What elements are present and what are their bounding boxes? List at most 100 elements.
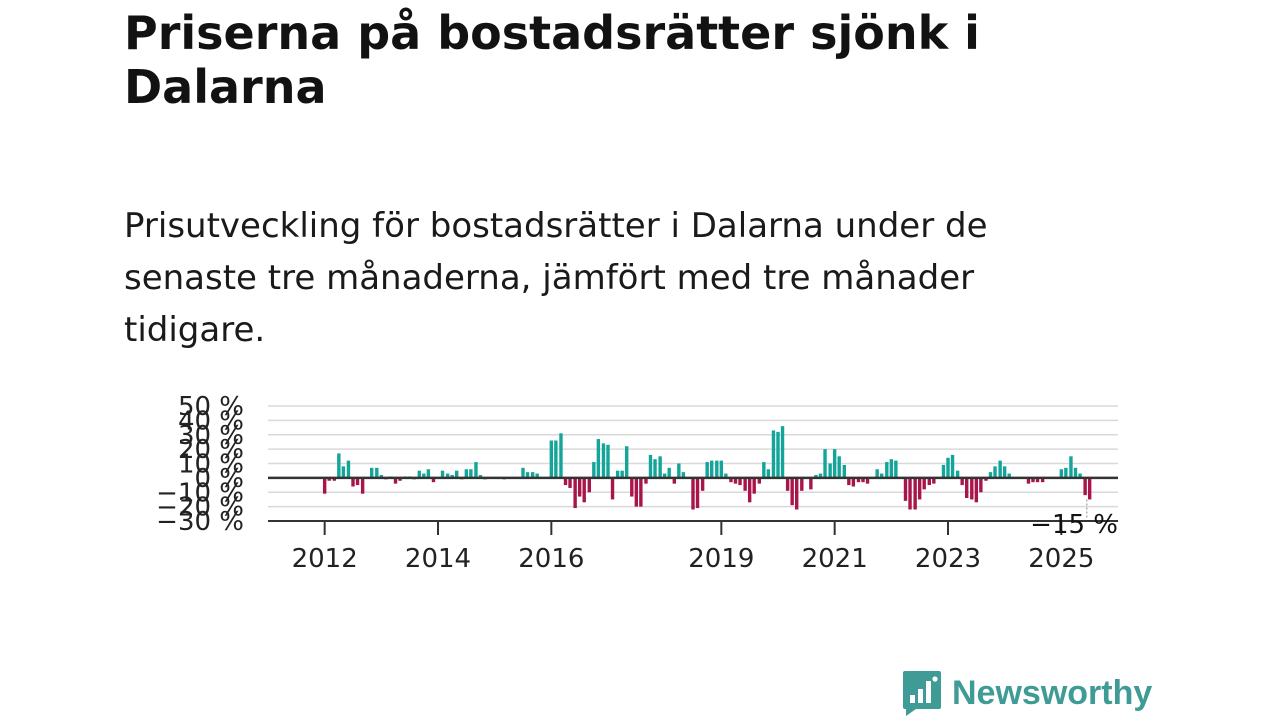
bar bbox=[747, 477, 752, 503]
bar bbox=[620, 470, 624, 478]
bar bbox=[568, 477, 572, 488]
bar bbox=[823, 449, 827, 478]
bar bbox=[341, 466, 346, 478]
bar bbox=[733, 477, 738, 484]
bar bbox=[1083, 477, 1087, 496]
bar bbox=[431, 477, 436, 483]
x-tick-label: 2021 bbox=[802, 544, 868, 574]
bar bbox=[766, 469, 771, 478]
labels-layer: 50 %40 %30 %20 %10 %0 %−10 %−20 %−30 % 20… bbox=[156, 392, 1118, 574]
bar bbox=[889, 459, 894, 478]
bar bbox=[885, 462, 889, 478]
y-tick-label: −20 % bbox=[156, 493, 244, 523]
bar bbox=[563, 477, 568, 486]
bar bbox=[577, 477, 582, 497]
latest-value-label: −15 % bbox=[1030, 510, 1118, 540]
chart-subtitle: Prisutveckling för bostadsrätter i Dalar… bbox=[124, 206, 988, 350]
bar bbox=[695, 477, 700, 509]
bar bbox=[894, 460, 898, 478]
bar bbox=[719, 460, 724, 478]
bar bbox=[445, 473, 450, 478]
bar bbox=[880, 473, 884, 478]
bar bbox=[375, 467, 379, 478]
bar bbox=[913, 477, 917, 510]
bar bbox=[677, 463, 681, 478]
y-tick-label: 20 % bbox=[178, 435, 244, 465]
bar bbox=[672, 477, 676, 484]
bar bbox=[610, 477, 615, 500]
bar bbox=[327, 477, 331, 481]
bar bbox=[464, 469, 469, 478]
bar bbox=[1059, 469, 1064, 478]
brand-logo: Newsworthy bbox=[902, 670, 1152, 716]
bar bbox=[932, 477, 936, 484]
bar bbox=[960, 477, 964, 486]
bar bbox=[780, 426, 785, 478]
axis-layer bbox=[268, 476, 1118, 535]
bar bbox=[450, 475, 454, 478]
x-tick-label: 2025 bbox=[1028, 544, 1094, 574]
bar bbox=[549, 440, 554, 478]
bar bbox=[818, 473, 823, 478]
bar bbox=[865, 477, 870, 484]
y-tick-label: −10 % bbox=[156, 478, 244, 508]
bar bbox=[422, 473, 426, 478]
bar bbox=[724, 473, 728, 478]
bar bbox=[658, 456, 662, 478]
bar bbox=[691, 477, 695, 510]
bar bbox=[351, 477, 355, 487]
newsworthy-logo-icon bbox=[903, 671, 941, 716]
bar bbox=[469, 469, 473, 478]
bar bbox=[606, 444, 610, 478]
bar bbox=[842, 464, 846, 478]
bar bbox=[710, 460, 714, 478]
bar bbox=[993, 466, 997, 478]
y-tick-label: −30 % bbox=[156, 507, 244, 537]
bar bbox=[440, 470, 445, 478]
bar bbox=[917, 477, 922, 500]
bar bbox=[1087, 477, 1092, 500]
bar bbox=[1069, 456, 1073, 478]
bar bbox=[776, 431, 780, 478]
bar bbox=[950, 454, 955, 478]
bar bbox=[587, 477, 591, 493]
bar bbox=[856, 477, 861, 483]
bar bbox=[573, 477, 577, 509]
bar bbox=[615, 470, 620, 478]
bar bbox=[979, 477, 983, 493]
y-tick-label: 10 % bbox=[178, 450, 244, 480]
bar bbox=[785, 477, 790, 491]
bar bbox=[592, 462, 596, 478]
bar bbox=[795, 477, 799, 510]
bar bbox=[535, 473, 539, 478]
x-tick-label: 2019 bbox=[688, 544, 754, 574]
bar bbox=[743, 477, 747, 491]
bar bbox=[946, 457, 950, 478]
bar bbox=[752, 477, 756, 494]
bar bbox=[601, 443, 606, 478]
bar bbox=[644, 477, 648, 484]
bar bbox=[998, 460, 1002, 478]
bar bbox=[861, 477, 865, 483]
bars-layer bbox=[322, 426, 1092, 510]
bar bbox=[762, 462, 766, 478]
bar bbox=[837, 456, 841, 478]
bar bbox=[360, 477, 365, 494]
bar bbox=[667, 467, 671, 478]
brand-name: Newsworthy bbox=[952, 673, 1153, 712]
bar bbox=[970, 477, 974, 500]
bar bbox=[757, 477, 761, 484]
bar bbox=[559, 433, 563, 478]
y-tick-label: 30 % bbox=[178, 421, 244, 451]
bar bbox=[974, 477, 979, 503]
bar bbox=[1035, 477, 1040, 483]
y-tick-label: 0 % bbox=[194, 464, 244, 494]
y-tick-label: 40 % bbox=[178, 406, 244, 436]
bar bbox=[455, 470, 459, 478]
bar bbox=[525, 472, 530, 478]
bar bbox=[922, 477, 926, 490]
bar bbox=[1064, 467, 1068, 478]
bar bbox=[1040, 477, 1045, 483]
bar bbox=[832, 449, 837, 478]
x-tick-label: 2016 bbox=[518, 544, 584, 574]
